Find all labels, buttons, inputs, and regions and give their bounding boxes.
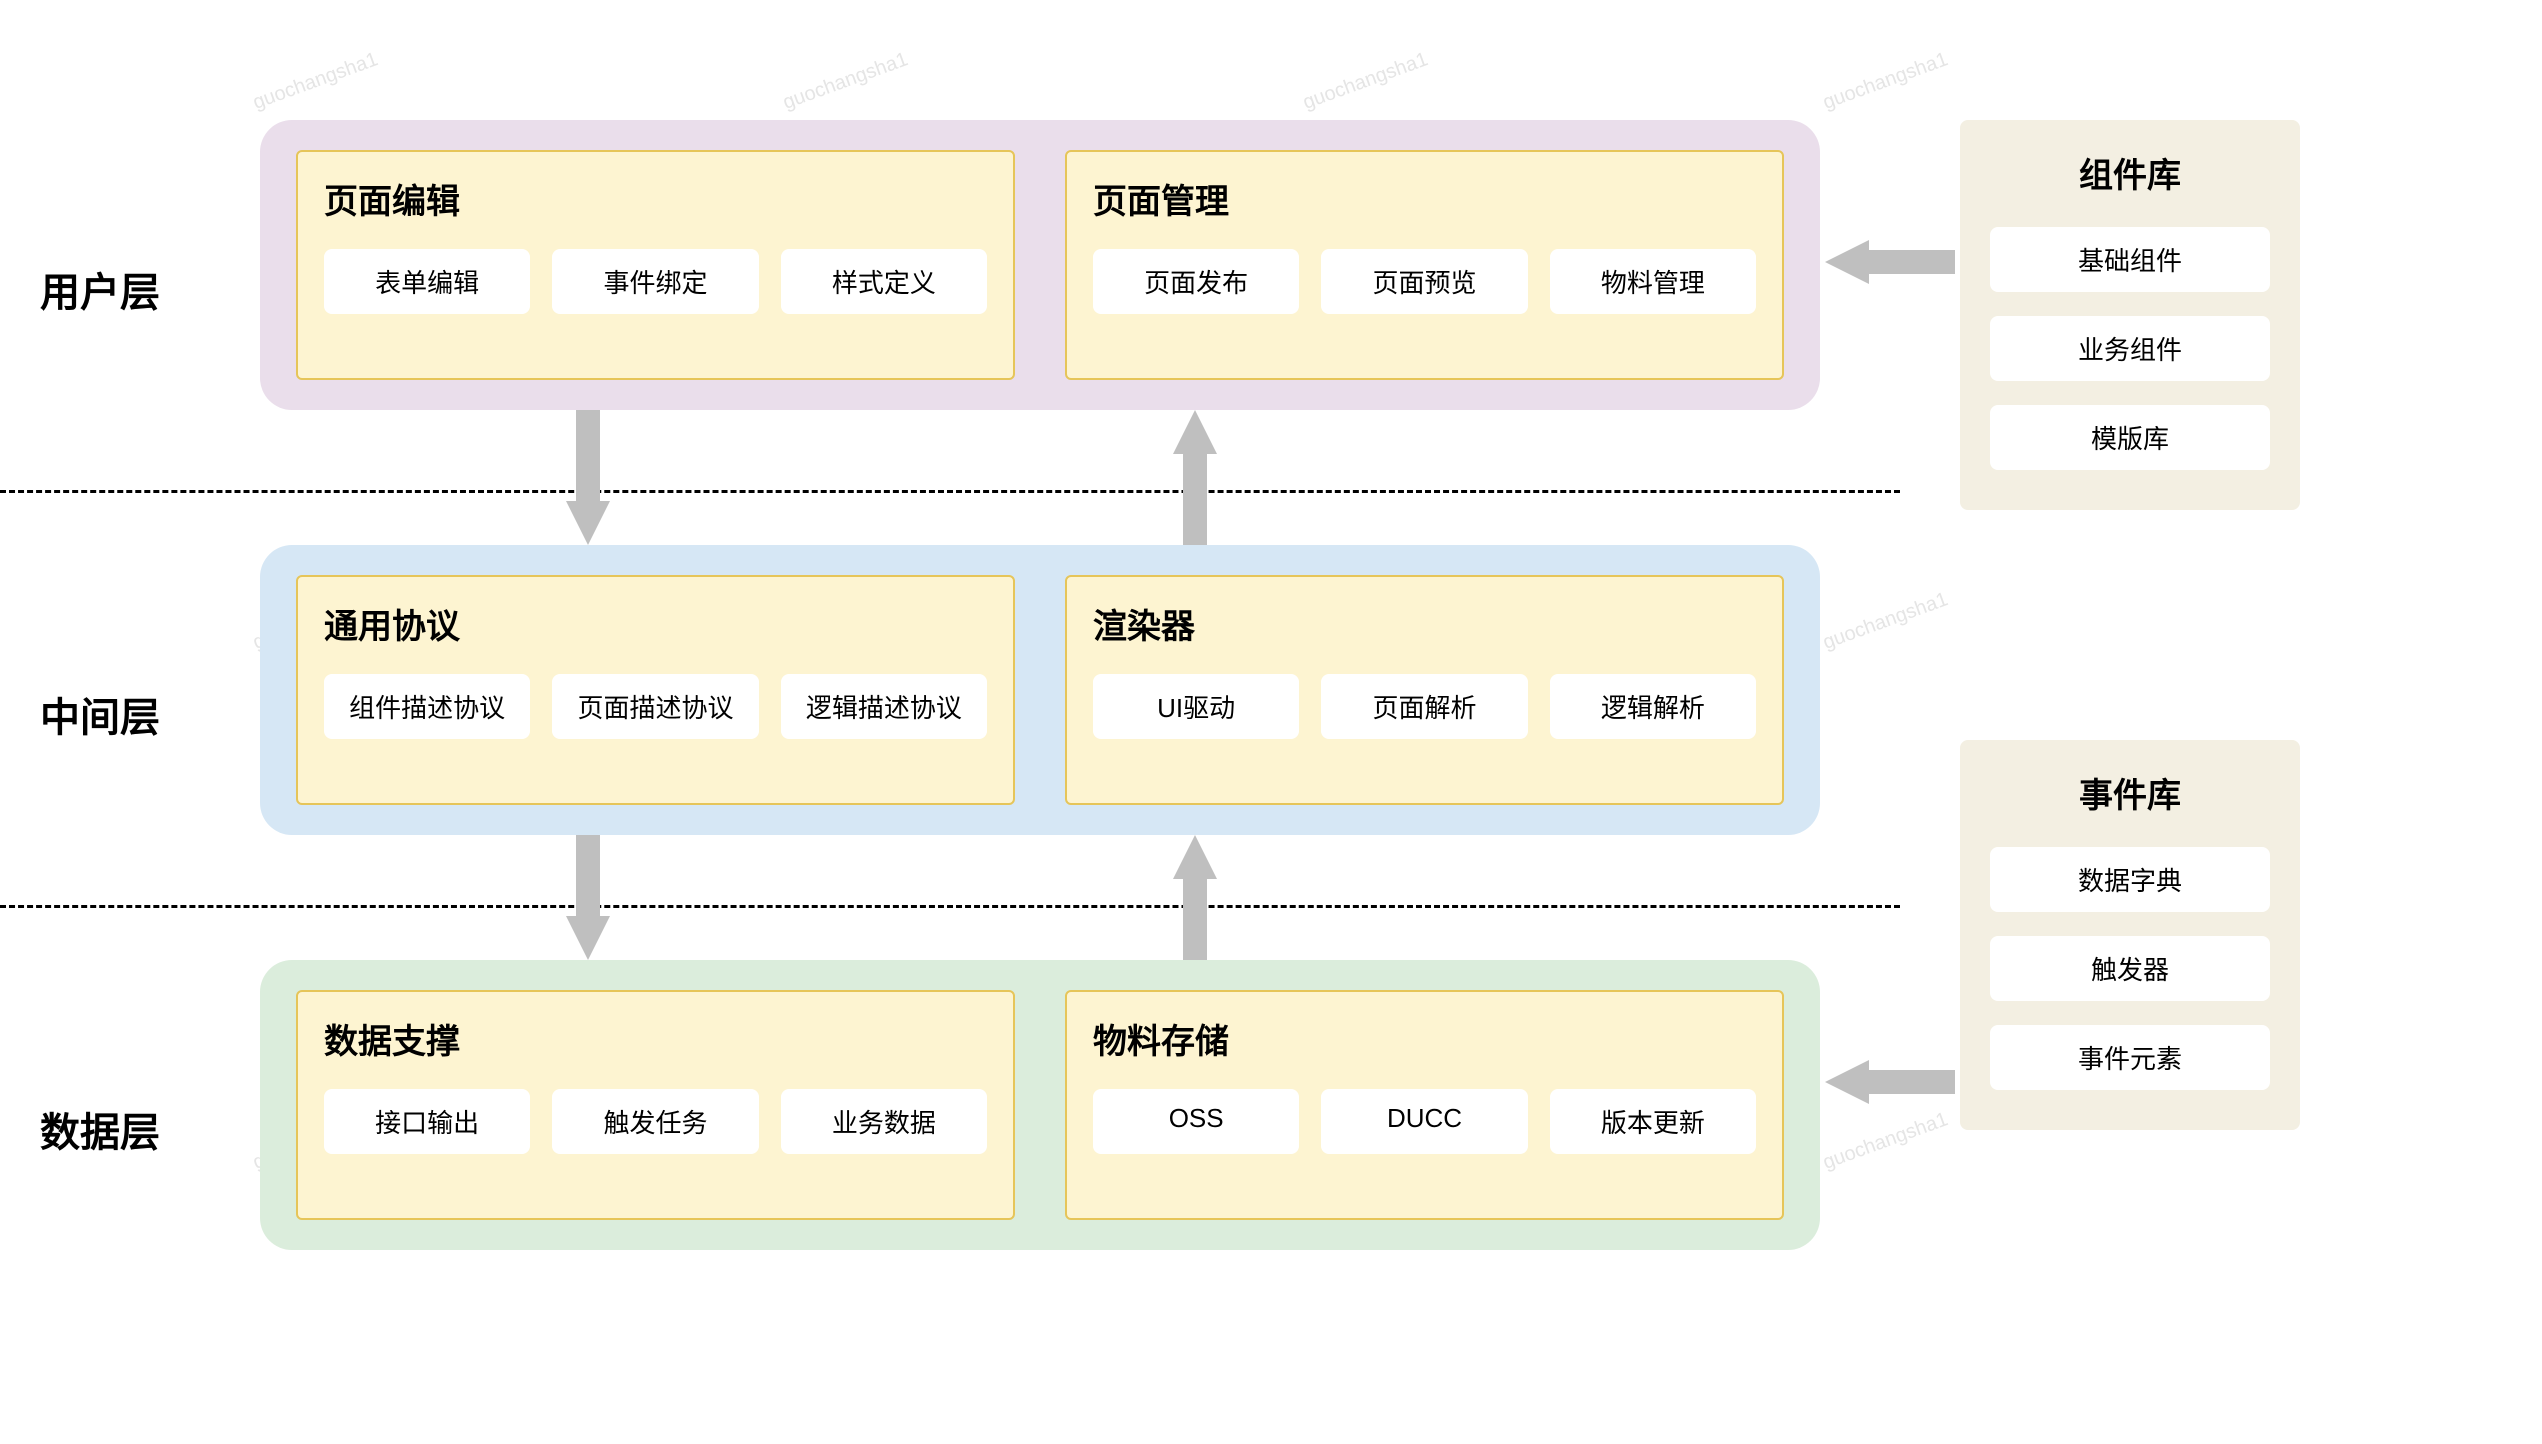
panel-title: 物料存储	[1093, 1014, 1756, 1063]
watermark: guochangsha1	[1820, 588, 1951, 654]
arrow-data-to-mid-right	[1173, 835, 1217, 960]
layer-label-mid: 中间层	[40, 685, 160, 743]
arrow-user-to-mid-left	[566, 410, 610, 545]
chip: 样式定义	[781, 249, 987, 314]
arrow-mid-to-user-right	[1173, 410, 1217, 545]
chip: UI驱动	[1093, 674, 1299, 739]
tier-data: 数据支撑接口输出触发任务业务数据 物料存储 OSS DUCC 版本更新	[260, 960, 1820, 1250]
chip-row: UI驱动页面解析逻辑解析	[1093, 674, 1756, 739]
panel: 渲染器 UI驱动页面解析逻辑解析	[1065, 575, 1784, 805]
sidebar-chip: 触发器	[1990, 936, 2270, 1001]
sidebar-title: 组件库	[1990, 148, 2270, 197]
sidebar-chip: 基础组件	[1990, 227, 2270, 292]
chip: 页面预览	[1321, 249, 1527, 314]
chip: 接口输出	[324, 1089, 530, 1154]
chip: 页面描述协议	[552, 674, 758, 739]
panel-title: 渲染器	[1093, 599, 1756, 648]
watermark: guochangsha1	[1300, 48, 1431, 114]
layer-label-data: 数据层	[40, 1100, 160, 1158]
layer-divider	[0, 490, 1900, 493]
chip: 表单编辑	[324, 249, 530, 314]
chip: DUCC	[1321, 1089, 1527, 1154]
chip: 组件描述协议	[324, 674, 530, 739]
panel: 页面编辑表单编辑事件绑定样式定义	[296, 150, 1015, 380]
chip-row: OSS DUCC 版本更新	[1093, 1089, 1756, 1154]
diagram-canvas: guochangsha1 guochangsha1 guochangsha1 guoc…	[0, 0, 2542, 1444]
chip-row: 表单编辑事件绑定样式定义	[324, 249, 987, 314]
chip-row: 页面发布页面预览物料管理	[1093, 249, 1756, 314]
panel: 通用协议组件描述协议页面描述协议逻辑描述协议	[296, 575, 1015, 805]
chip: OSS	[1093, 1089, 1299, 1154]
panel-title: 页面管理	[1093, 174, 1756, 223]
chip: 版本更新	[1550, 1089, 1756, 1154]
sidebar-chip: 模版库	[1990, 405, 2270, 470]
chip: 触发任务	[552, 1089, 758, 1154]
arrow-events-to-data	[1825, 1060, 1955, 1104]
panel: 数据支撑接口输出触发任务业务数据	[296, 990, 1015, 1220]
sidebar-events: 事件库数据字典触发器事件元素	[1960, 740, 2300, 1130]
panel-title: 数据支撑	[324, 1014, 987, 1063]
panel: 页面管理页面发布页面预览物料管理	[1065, 150, 1784, 380]
watermark: guochangsha1	[250, 48, 381, 114]
panel-title: 页面编辑	[324, 174, 987, 223]
sidebar-chip: 数据字典	[1990, 847, 2270, 912]
tier-user: 页面编辑表单编辑事件绑定样式定义页面管理页面发布页面预览物料管理	[260, 120, 1820, 410]
watermark: guochangsha1	[1820, 1108, 1951, 1174]
layer-divider	[0, 905, 1900, 908]
sidebar-chip: 业务组件	[1990, 316, 2270, 381]
panel-title: 通用协议	[324, 599, 987, 648]
chip-row: 接口输出触发任务业务数据	[324, 1089, 987, 1154]
sidebar-title: 事件库	[1990, 768, 2270, 817]
chip: 逻辑解析	[1550, 674, 1756, 739]
chip: 页面解析	[1321, 674, 1527, 739]
sidebar-components: 组件库基础组件业务组件模版库	[1960, 120, 2300, 510]
chip-row: 组件描述协议页面描述协议逻辑描述协议	[324, 674, 987, 739]
chip: 页面发布	[1093, 249, 1299, 314]
watermark: guochangsha1	[780, 48, 911, 114]
arrow-mid-to-data-left	[566, 835, 610, 960]
watermark: guochangsha1	[1820, 48, 1951, 114]
sidebar-chip: 事件元素	[1990, 1025, 2270, 1090]
arrow-comp-to-user	[1825, 240, 1955, 284]
panel: 物料存储 OSS DUCC 版本更新	[1065, 990, 1784, 1220]
chip: 事件绑定	[552, 249, 758, 314]
layer-label-user: 用户层	[40, 260, 160, 318]
chip: 物料管理	[1550, 249, 1756, 314]
tier-mid: 通用协议组件描述协议页面描述协议逻辑描述协议 渲染器 UI驱动页面解析逻辑解析	[260, 545, 1820, 835]
chip: 业务数据	[781, 1089, 987, 1154]
chip: 逻辑描述协议	[781, 674, 987, 739]
